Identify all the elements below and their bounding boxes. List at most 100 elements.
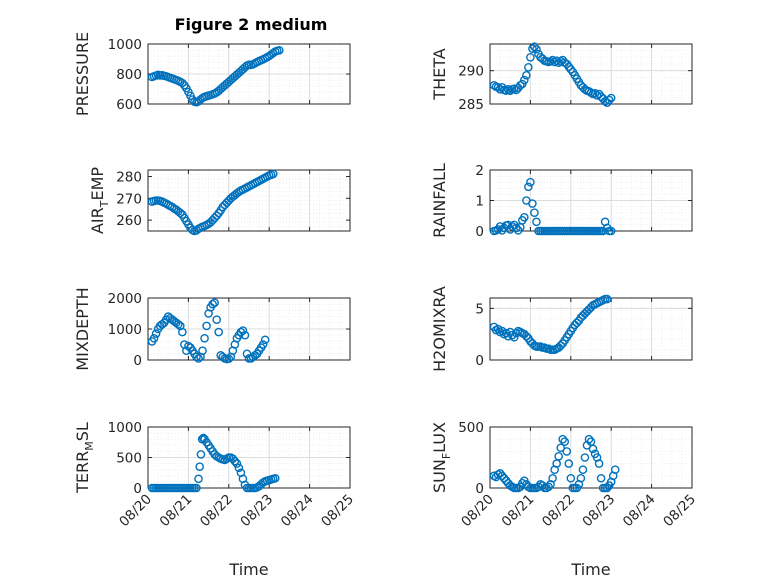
y-axis-label: MIXDEPTH — [73, 287, 92, 370]
data-point — [588, 444, 598, 454]
data-point — [274, 46, 284, 55]
data-point — [501, 86, 511, 95]
subplot-6: 0 5 H2OMIXRA — [430, 286, 693, 372]
data-point — [562, 447, 572, 456]
data-point — [503, 220, 513, 230]
y-tick-label: 0 — [475, 481, 484, 497]
y-axis-label: THETA — [430, 48, 449, 100]
data-point — [173, 320, 183, 329]
y-axis-label-subscript: F — [440, 453, 453, 459]
data-point — [604, 95, 614, 105]
data-point — [208, 299, 217, 309]
y-axis-label: PRESSURE — [73, 32, 92, 116]
data-point — [606, 93, 616, 103]
y-axis-label-rest: SL — [73, 422, 92, 441]
y-axis-label-rest: LUX — [430, 422, 449, 453]
data-point — [503, 85, 513, 94]
data-point — [518, 79, 527, 89]
x-tick-label: 08/21 — [499, 491, 538, 530]
y-tick-label: 290 — [458, 64, 484, 80]
x-tick-label: 08/24 — [620, 491, 659, 530]
data-point — [192, 483, 201, 493]
y-axis-label: AIRTEMP — [88, 167, 111, 234]
y-tick-label: 600 — [116, 97, 142, 113]
subplot-4: 0 1 2 RAINFALL — [430, 163, 693, 240]
data-point — [516, 81, 525, 90]
data-point — [151, 329, 161, 338]
y-tick-label: 2000 — [108, 291, 142, 307]
data-point — [196, 450, 206, 459]
y-tick-label: 1 — [475, 194, 484, 210]
data-point — [489, 81, 499, 90]
data-point — [495, 85, 505, 94]
data-point — [594, 459, 604, 468]
data-point — [584, 434, 594, 444]
data-point — [195, 462, 205, 471]
data-point — [198, 346, 207, 356]
x-axis-label: Time — [570, 560, 610, 579]
data-point — [234, 463, 244, 473]
data-point — [212, 315, 221, 325]
y-tick-label: 800 — [116, 67, 142, 83]
data-point — [202, 321, 211, 331]
y-tick-label: 1000 — [108, 420, 142, 436]
x-tick-label: 08/24 — [278, 491, 317, 530]
y-axis-label: RAINFALL — [430, 163, 449, 238]
y-axis-label: TERRMSL — [73, 422, 96, 494]
x-tick-label: 08/20 — [458, 491, 497, 530]
data-point — [578, 465, 588, 475]
data-point — [268, 169, 278, 179]
x-tick-label: 08/23 — [579, 491, 618, 530]
data-point — [528, 199, 537, 208]
y-tick-label: 1000 — [108, 37, 142, 53]
y-tick-label: 0 — [133, 481, 142, 497]
data-point — [576, 473, 586, 483]
data-point — [210, 298, 219, 307]
data-point — [582, 307, 592, 316]
data-point — [596, 473, 606, 483]
y-tick-label: 280 — [116, 170, 142, 186]
data-point — [192, 352, 201, 362]
y-tick-label: 270 — [116, 191, 142, 207]
x-tick-label: 08/21 — [157, 491, 196, 530]
data-point — [580, 309, 590, 318]
data-point — [556, 341, 566, 350]
y-axis-label-rest: EMP — [88, 167, 107, 201]
data-point — [546, 57, 555, 66]
subplot-7: 08/20 08/21 08/22 08/23 08/24 08/25 0 500 1000 TE… — [73, 420, 357, 579]
data-point — [534, 482, 543, 492]
y-tick-label: 5 — [475, 301, 484, 317]
data-point — [518, 478, 527, 488]
y-tick-label: 1000 — [108, 322, 142, 338]
data-point — [544, 482, 553, 492]
y-tick-label: 0 — [133, 353, 142, 369]
y-axis-label-subscript: T — [98, 200, 111, 208]
data-point — [550, 57, 559, 67]
data-point — [556, 443, 566, 453]
data-point — [552, 56, 561, 65]
data-point — [532, 217, 541, 227]
data-point — [505, 86, 515, 95]
data-point — [610, 465, 620, 475]
data-point — [240, 330, 250, 340]
data-point — [524, 63, 533, 72]
data-point — [200, 333, 209, 343]
data-point — [520, 212, 529, 222]
x-tick-label: 08/20 — [116, 491, 155, 530]
data-point — [548, 473, 557, 483]
y-axis-label-main: SUN — [430, 459, 449, 493]
data-point — [194, 354, 203, 363]
axes-box — [489, 43, 693, 105]
data-point — [178, 327, 187, 337]
y-axis-label: H2OMIXRA — [430, 286, 449, 372]
y-tick-label: 2 — [475, 163, 484, 179]
y-axis-label-main: TERR — [73, 451, 92, 494]
x-tick-label: 08/23 — [237, 491, 276, 530]
data-point — [520, 75, 529, 85]
data-point — [511, 223, 521, 233]
x-tick-label: 08/22 — [539, 491, 578, 530]
subplot-3: 260 270 280 AIRTEMP — [88, 167, 351, 236]
subplot-1: 600 800 1000 PRESSURE — [73, 32, 351, 116]
data-point — [560, 437, 570, 446]
data-point — [522, 331, 531, 341]
